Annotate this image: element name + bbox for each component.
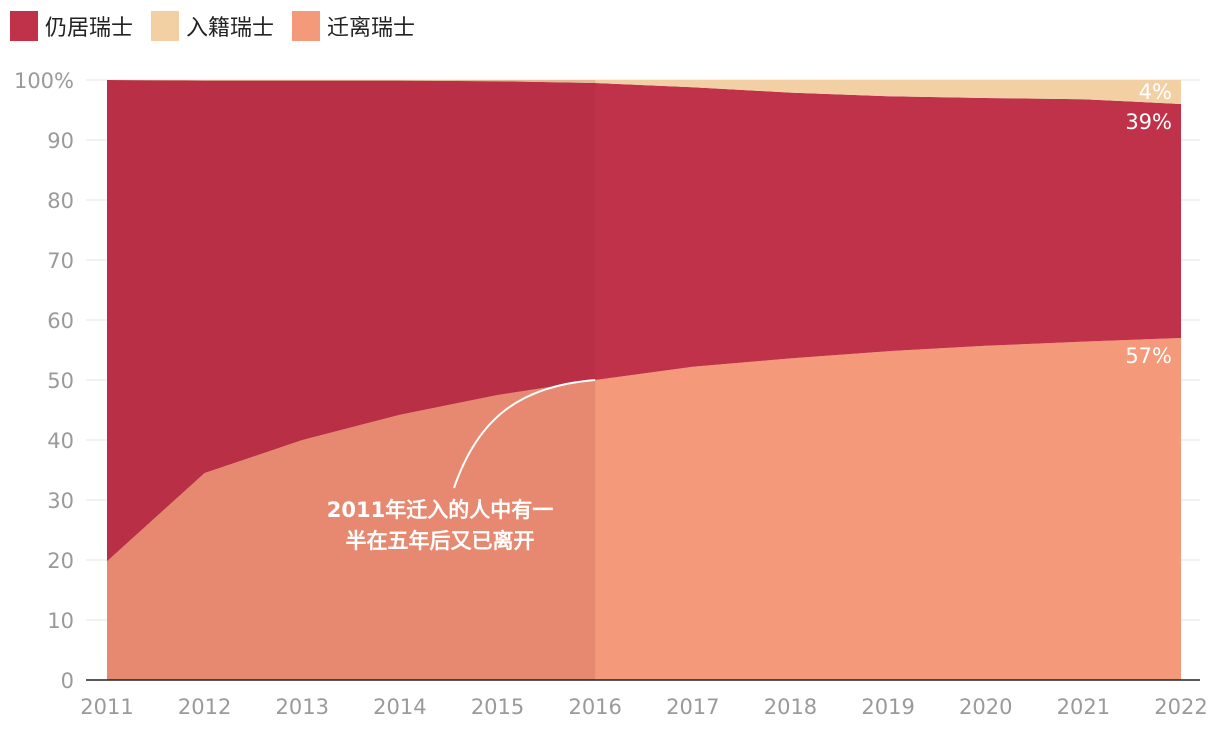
x-tick-label: 2018 (764, 695, 817, 719)
highlight-overlay (107, 80, 596, 680)
x-tick-label: 2015 (471, 695, 524, 719)
legend: 仍居瑞士 入籍瑞士 迁离瑞士 (10, 10, 415, 42)
legend-label-naturalized: 入籍瑞士 (186, 16, 275, 41)
axes: 0 10 20 30 40 50 60 70 80 90 100% 2011 2012 2013 2014 2… (14, 69, 1208, 719)
legend-label-left: 迁离瑞士 (327, 16, 416, 41)
end-label: 39% (1125, 110, 1172, 134)
area-series-1 (107, 80, 1181, 562)
highlight-band (107, 80, 596, 680)
legend-item-left[interactable]: 迁离瑞士 (292, 10, 415, 42)
x-tick-label: 2011 (80, 695, 133, 719)
y-tick-label: 80 (47, 189, 74, 213)
y-tick-label: 20 (47, 549, 74, 573)
y-tick-label: 30 (47, 489, 74, 513)
end-label: 4% (1139, 80, 1172, 104)
x-tick-label: 2021 (1057, 695, 1110, 719)
x-tick-label: 2016 (568, 695, 621, 719)
legend-swatch-naturalized (151, 11, 180, 41)
y-tick-label: 90 (47, 129, 74, 153)
x-tick-label: 2013 (276, 695, 329, 719)
y-tick-label: 0 (61, 669, 74, 693)
legend-swatch-remain (10, 11, 38, 41)
annotation-leader-line (453, 379, 596, 489)
y-tick-label: 10 (47, 609, 74, 633)
legend-item-remain[interactable]: 仍居瑞士 (10, 10, 133, 42)
legend-label-remain: 仍居瑞士 (45, 16, 134, 41)
x-tick-label: 2014 (373, 695, 426, 719)
area-series-0 (107, 338, 1181, 680)
annotation-text: 2011年迁入的人中有一 (327, 498, 553, 522)
x-tick-label: 2019 (861, 695, 914, 719)
x-tick-label: 2017 (666, 695, 719, 719)
legend-swatch-left (292, 11, 321, 41)
annotation-text: 半在五年后又已离开 (346, 529, 535, 553)
y-tick-label: 50 (47, 369, 74, 393)
end-labels: 4% 39% 57% (1125, 80, 1172, 368)
y-tick-label: 60 (47, 309, 74, 333)
legend-item-naturalized[interactable]: 入籍瑞士 (151, 10, 274, 42)
area-series-2 (107, 80, 1181, 104)
stacked-areas (107, 80, 1181, 680)
x-tick-label: 2022 (1154, 695, 1207, 719)
y-tick-label: 70 (47, 249, 74, 273)
y-tick-label: 40 (47, 429, 74, 453)
y-tick-label: 100% (14, 69, 74, 93)
x-tick-label: 2020 (959, 695, 1012, 719)
end-label: 57% (1125, 344, 1172, 368)
x-tick-label: 2012 (178, 695, 231, 719)
